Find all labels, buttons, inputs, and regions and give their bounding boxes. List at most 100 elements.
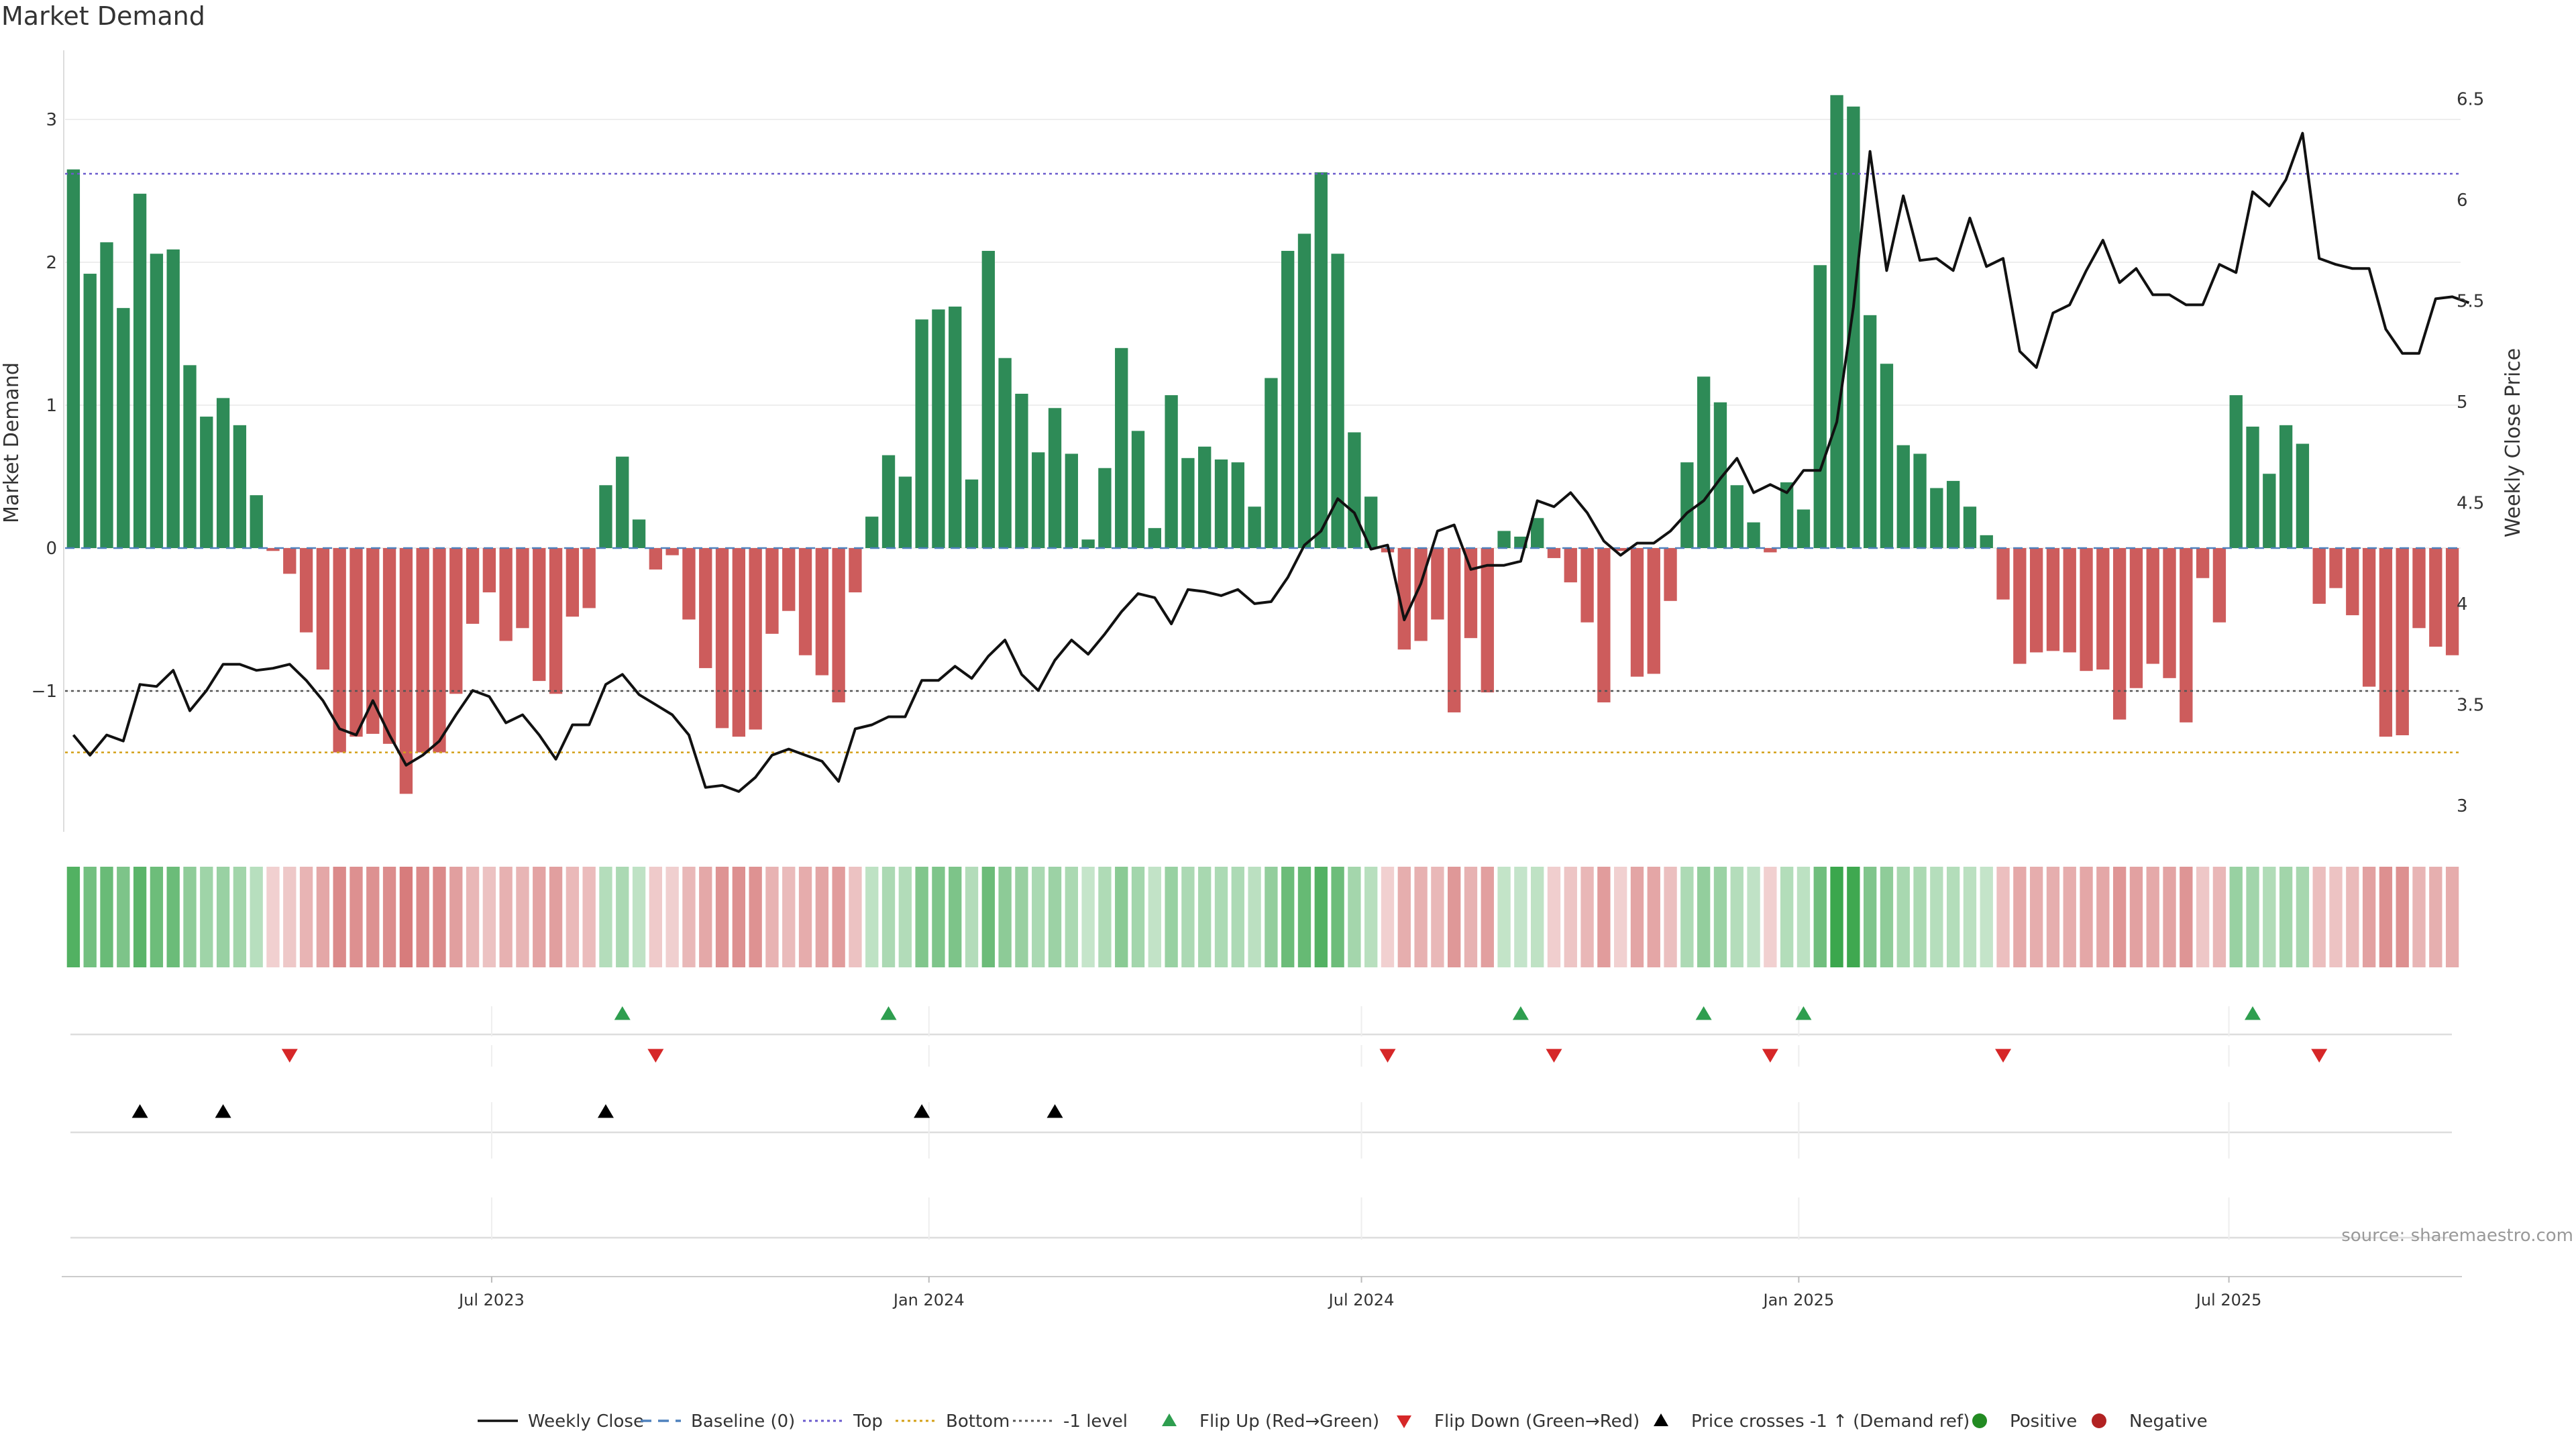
heat-cell: [1514, 867, 1527, 967]
heat-cell: [1813, 867, 1827, 967]
demand-bar: [350, 548, 363, 737]
demand-bar: [1863, 315, 1877, 548]
heat-cell: [732, 867, 746, 967]
demand-bar: [2346, 548, 2359, 616]
demand-bar: [266, 548, 280, 551]
demand-bar: [2263, 474, 2276, 548]
heat-cell: [2346, 867, 2359, 967]
legend-label: Flip Up (Red→Green): [1199, 1411, 1379, 1432]
x-tick-label: Jul 2024: [1328, 1291, 1395, 1309]
demand-bar: [732, 548, 746, 737]
legend-label: Price crosses -1 ↑ (Demand ref): [1691, 1411, 1970, 1432]
heat-cell: [1713, 867, 1727, 967]
heat-cell: [566, 867, 580, 967]
heat-cell: [1531, 867, 1544, 967]
demand-bar: [1531, 518, 1544, 548]
demand-bar: [1248, 506, 1261, 548]
heat-cell: [1913, 867, 1927, 967]
demand-bar: [150, 254, 164, 548]
demand-bar: [1065, 453, 1078, 548]
demand-bar: [1796, 509, 1811, 548]
demand-bar: [2112, 548, 2127, 720]
flip-down-marker: [1546, 1049, 1562, 1063]
demand-bar: [2096, 548, 2110, 670]
heat-cell: [965, 867, 979, 967]
heat-cell: [200, 867, 213, 967]
heat-cell: [1198, 867, 1212, 967]
price-cross-marker: [131, 1104, 148, 1118]
demand-bar: [316, 548, 330, 670]
demand-bar: [1564, 548, 1577, 583]
event-markers: source: sharemaestro.com: [70, 1006, 2573, 1246]
heat-cell: [1796, 867, 1811, 967]
heat-cell: [2429, 867, 2443, 967]
legend-item: Baseline (0): [641, 1411, 795, 1432]
demand-bar: [849, 548, 862, 593]
heat-cell: [533, 867, 546, 967]
demand-bar: [166, 249, 180, 548]
heat-cell: [382, 867, 396, 967]
demand-bar: [466, 548, 480, 624]
y2-tick-label: 4: [2457, 594, 2468, 614]
heat-cell: [66, 867, 80, 967]
heat-cell: [915, 867, 928, 967]
price-cross-marker: [215, 1104, 231, 1118]
heat-cell: [2412, 867, 2426, 967]
demand-bar: [1847, 106, 1860, 548]
heat-cell: [1664, 867, 1677, 967]
heat-cell: [1331, 867, 1344, 967]
demand-bar: [2046, 548, 2060, 651]
y-tick-label: 2: [46, 253, 57, 273]
legend-item: Top: [803, 1411, 883, 1432]
demand-bar: [1830, 95, 1843, 549]
heat-cell: [649, 867, 663, 967]
y2-axis-label: Weekly Close Price: [2502, 348, 2525, 537]
legend-label: -1 level: [1063, 1411, 1128, 1432]
heat-cell: [1397, 867, 1411, 967]
legend-swatch-price-cross: [1654, 1413, 1668, 1426]
demand-bar: [1780, 482, 1794, 548]
heat-cell: [1963, 867, 1977, 967]
demand-bar: [832, 548, 845, 703]
heat-cell: [350, 867, 363, 967]
legend-label: Weekly Close: [528, 1411, 644, 1432]
heat-cell: [1431, 867, 1444, 967]
demand-bar: [782, 548, 796, 611]
line-layer: [72, 131, 2470, 793]
heat-cell: [599, 867, 612, 967]
heat-cell: [1065, 867, 1078, 967]
flip-down-marker: [1379, 1049, 1396, 1063]
legend-item: Bottom: [896, 1411, 1010, 1432]
heat-cell: [2096, 867, 2110, 967]
flip-down-marker: [647, 1049, 664, 1063]
chart-title: Market Demand: [1, 1, 205, 31]
demand-bar: [1231, 462, 1244, 548]
heat-cell: [2196, 867, 2210, 967]
demand-bar: [1032, 452, 1045, 548]
legend-item: Negative: [2092, 1411, 2208, 1432]
heat-cell: [433, 867, 446, 967]
price-cross-marker: [597, 1104, 614, 1118]
heat-cell: [1248, 867, 1261, 967]
demand-bar: [665, 548, 679, 555]
heat-cell: [1414, 867, 1428, 967]
legend-item: -1 level: [1013, 1411, 1128, 1432]
demand-bar: [765, 548, 779, 634]
heat-cell: [2129, 867, 2143, 967]
demand-bar: [1913, 453, 1927, 548]
y2-tick-label: 3.5: [2457, 696, 2484, 716]
heat-cell: [399, 867, 413, 967]
demand-bar: [399, 548, 413, 794]
heat-cell: [133, 867, 147, 967]
flip-up-marker: [1512, 1006, 1529, 1020]
demand-bar: [682, 548, 696, 620]
heat-cell: [416, 867, 429, 967]
demand-bar: [2296, 443, 2310, 548]
heat-cell: [1614, 867, 1627, 967]
demand-bar: [216, 398, 230, 548]
price-cross-marker: [1046, 1104, 1063, 1118]
heat-cell: [2329, 867, 2343, 967]
demand-bar: [1165, 395, 1178, 548]
heat-cell: [1081, 867, 1095, 967]
demand-bar: [333, 548, 346, 753]
